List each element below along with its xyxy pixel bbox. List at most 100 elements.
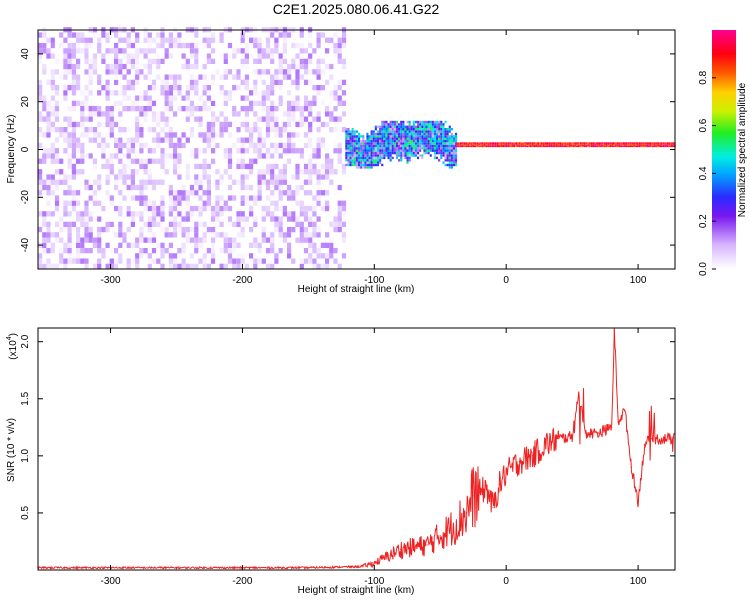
spectrogram-cell: [539, 142, 541, 144]
spectrogram-cell: [358, 154, 361, 157]
spectrogram-cell: [635, 144, 637, 146]
spectrogram-cell: [360, 151, 363, 155]
spectrogram-cell: [156, 137, 161, 143]
spectrogram-cell: [80, 248, 85, 254]
spectrogram-cell: [223, 263, 228, 269]
spectrogram-cell: [337, 42, 342, 49]
spectrogram-cell: [291, 211, 296, 217]
spectrogram-cell: [282, 163, 287, 170]
spectrogram-cell: [620, 145, 623, 148]
spectrogram-cell: [459, 144, 462, 146]
spectrogram-cell: [448, 154, 451, 157]
spectrogram-cell: [299, 158, 304, 164]
spectrogram-cell: [513, 144, 516, 146]
spectrogram-cell: [374, 144, 377, 148]
spectrogram-cell: [67, 63, 72, 70]
spectrogram-cell: [329, 248, 334, 254]
spectrogram-cell: [408, 149, 411, 152]
snr-x-ticks: -300 -200 -100 0 100: [101, 328, 647, 587]
x-tick-label: -300: [101, 275, 121, 286]
spectrogram-cell: [126, 32, 131, 38]
spectrogram-cell: [312, 232, 317, 238]
spectrogram-cell: [609, 145, 612, 148]
spectrogram-cell: [376, 154, 379, 157]
spectrogram-cell: [261, 169, 266, 175]
spectrogram-cell: [122, 85, 127, 91]
x-tick-label: 0: [503, 275, 509, 286]
spectrogram-cell: [592, 142, 595, 144]
spectrogram-cell: [139, 90, 144, 96]
spectrogram-cell: [387, 137, 390, 140]
spectrogram-cell: [202, 100, 207, 106]
spectrogram-cell: [126, 69, 131, 75]
spectrogram-cell: [640, 144, 643, 146]
spectrogram-cell: [177, 226, 182, 233]
spectrogram-cell: [337, 85, 342, 91]
spectrogram-cell: [308, 79, 313, 85]
spectrogram-cell: [198, 221, 203, 227]
spectrogram-cell: [261, 137, 266, 143]
spectrogram-cell: [223, 248, 228, 254]
spectrogram-cell: [71, 32, 76, 38]
spectrogram-cell: [240, 121, 245, 128]
spectrogram-cell: [408, 144, 411, 148]
spectrogram-cell: [316, 190, 321, 196]
spectrogram-cell: [54, 158, 60, 164]
spectrogram-cell: [76, 37, 81, 43]
spectrogram-cell: [320, 58, 325, 64]
spectrogram-cell: [177, 163, 182, 170]
spectrogram-cell: [147, 216, 152, 222]
spectrogram-cell: [385, 132, 388, 136]
spectrogram-cell: [379, 147, 382, 150]
spectrogram-cell: [54, 127, 60, 133]
spectrogram-cell: [395, 135, 398, 138]
spectrogram-cell: [151, 37, 157, 43]
spectrogram-cell: [400, 144, 403, 148]
spectrogram-cell: [156, 58, 161, 64]
spectrogram-cell: [54, 195, 60, 201]
spectrogram-cell: [42, 48, 47, 54]
spectrogram-cell: [358, 139, 361, 143]
spectrogram-cell: [423, 120, 426, 124]
snr-point: [578, 392, 580, 394]
spectrogram-cell: [67, 121, 72, 128]
spectrogram-cell: [414, 147, 417, 150]
spectrogram-cell: [177, 248, 182, 254]
spectrogram-cell: [185, 226, 190, 233]
spectrogram-cell: [189, 148, 195, 154]
spectrogram-cell: [189, 263, 195, 269]
spectrogram-cell: [370, 159, 373, 162]
spectrogram-cell: [151, 237, 157, 243]
spectrogram-cell: [270, 90, 275, 96]
spectrogram-cell: [402, 139, 405, 143]
spectrogram-cell: [370, 163, 373, 167]
spectrogram-cell: [329, 63, 334, 70]
spectrogram-cell: [219, 132, 224, 138]
spectrogram-cell: [164, 85, 169, 91]
snr-point: [466, 512, 468, 514]
spectrogram-cell: [659, 144, 661, 146]
spectrogram-cell: [404, 135, 407, 138]
spectrogram-cell: [63, 53, 68, 59]
spectrogram-cell: [329, 100, 334, 106]
spectrogram-cell: [59, 179, 64, 185]
spectrogram-cell: [312, 226, 317, 233]
spectrogram-cell: [440, 139, 443, 143]
spectrogram-cell: [408, 139, 411, 143]
spectrogram-cell: [130, 85, 135, 91]
spectrogram-cell: [474, 143, 477, 145]
snr-series: [37, 327, 676, 570]
spectrogram-cell: [168, 205, 173, 212]
spectrogram-cell: [387, 156, 390, 160]
spectrogram-cell: [71, 90, 76, 96]
spectrogram-cell: [455, 135, 458, 138]
spectrogram-cell: [71, 42, 76, 49]
spectrogram-cell: [417, 147, 420, 150]
spectrogram-cell: [440, 142, 443, 145]
spectrogram-cell: [63, 137, 68, 143]
spectrogram-cell: [670, 142, 673, 144]
spectrogram-cell: [412, 125, 415, 128]
spectrogram-cell: [84, 248, 89, 254]
spectrogram-cell: [223, 232, 228, 238]
spectrogram-cell: [206, 95, 211, 101]
